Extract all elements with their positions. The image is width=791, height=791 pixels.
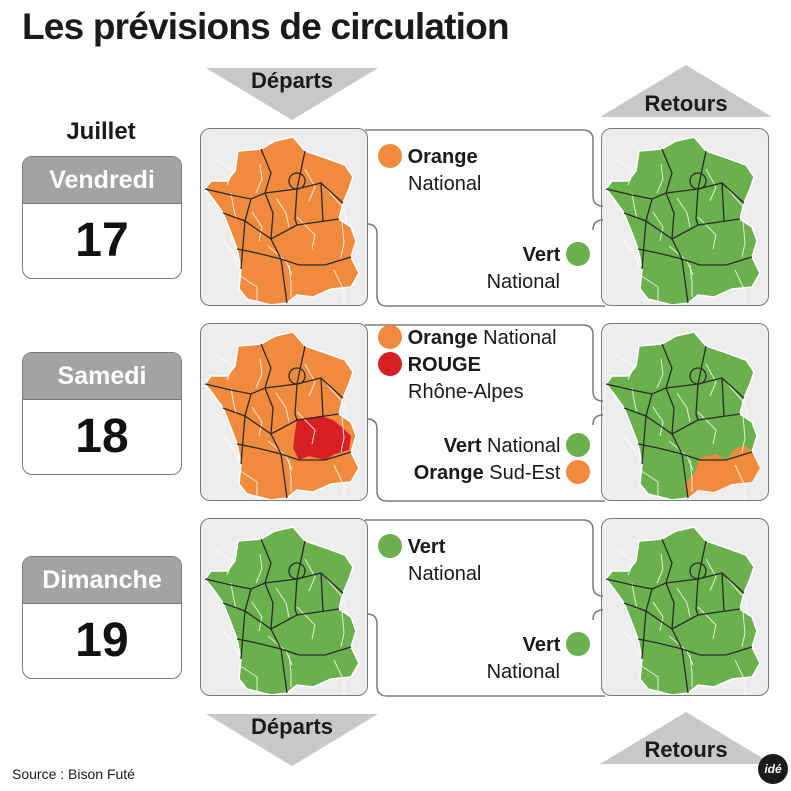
- retours-forecast: Vert National Orange Sud-Est: [414, 433, 590, 487]
- forecast-level: Vert: [522, 244, 561, 266]
- forecast-line: Vert: [487, 632, 590, 659]
- france-outline: [605, 526, 761, 695]
- paris-ring: [689, 367, 707, 385]
- vert-dot-icon: [566, 632, 590, 656]
- page-title: Les prévisions de circulation: [22, 6, 510, 47]
- retours-label-top: Retours: [644, 91, 728, 116]
- forecast-line: National: [378, 171, 481, 198]
- forecast-line: National: [487, 269, 590, 296]
- forecast-zone: National: [477, 327, 557, 349]
- forecast-line: Orange: [378, 144, 481, 171]
- forecast-line: Orange Sud-Est: [414, 460, 590, 487]
- sud-est-region: [684, 446, 760, 498]
- departs-arrow-bottom-icon: [206, 714, 378, 766]
- france-outline: [204, 526, 360, 695]
- rhone-alpes-region: [293, 416, 351, 460]
- forecast-level: Vert: [407, 536, 446, 558]
- forecast-zone: Rhône-Alpes: [408, 381, 524, 403]
- retours-forecast: Vert National: [487, 242, 590, 296]
- panel-connector: [365, 519, 605, 697]
- forecast-zone: Sud-Est: [483, 462, 561, 484]
- panel-connector: [365, 324, 605, 502]
- forecast-level: Orange: [413, 462, 484, 484]
- forecast-level: Vert: [443, 435, 482, 457]
- departs-forecast: Orange National: [378, 144, 481, 198]
- forecast-level: Orange: [407, 327, 478, 349]
- paris-ring: [288, 562, 306, 580]
- day-card: Dimanche 19: [22, 556, 182, 679]
- day-card: Vendredi 17: [22, 156, 182, 279]
- paris-ring: [288, 367, 306, 385]
- forecast-zone: National: [481, 435, 561, 457]
- source-note: Source : Bison Futé: [12, 766, 135, 782]
- forecast-level: Vert: [522, 634, 561, 656]
- france-outline: [605, 136, 761, 305]
- departs-arrow-top-icon: [206, 68, 378, 120]
- paris-ring: [288, 172, 306, 190]
- forecast-zone: National: [408, 563, 482, 585]
- orange-dot-icon: [566, 460, 590, 484]
- retours-map: [601, 323, 769, 501]
- day-name: Samedi: [23, 353, 181, 400]
- retours-arrow-bottom-icon: [600, 712, 772, 764]
- paris-ring: [689, 172, 707, 190]
- departs-map: [200, 128, 368, 306]
- retours-map: [601, 518, 769, 696]
- departs-map: [200, 518, 368, 696]
- france-outline: [204, 136, 360, 305]
- day-number: 17: [75, 214, 129, 267]
- vert-dot-icon: [566, 242, 590, 266]
- vert-dot-icon: [566, 433, 590, 457]
- paris-ring: [689, 562, 707, 580]
- forecast-line: Orange National: [378, 325, 557, 352]
- forecast-level: Orange: [407, 146, 478, 168]
- departs-forecast: Orange National ROUGE Rhône-Alpes: [378, 325, 557, 406]
- forecast-line: National: [487, 659, 590, 686]
- day-name: Dimanche: [23, 557, 181, 604]
- retours-label-bottom: Retours: [644, 737, 728, 762]
- ide-logo: idé: [758, 754, 788, 784]
- panel-connector: [365, 129, 605, 307]
- france-outline: [204, 331, 360, 500]
- month-label: Juillet: [66, 118, 136, 145]
- orange-dot-icon: [378, 144, 402, 168]
- retours-map: [601, 128, 769, 306]
- forecast-line: Vert: [487, 242, 590, 269]
- forecast-zone: National: [486, 661, 560, 683]
- day-number: 19: [75, 614, 129, 667]
- day-number: 18: [75, 410, 129, 463]
- day-card: Samedi 18: [22, 352, 182, 475]
- forecast-line: ROUGE: [378, 352, 557, 379]
- forecast-level: ROUGE: [407, 354, 481, 376]
- forecast-line: Vert National: [414, 433, 590, 460]
- forecast-zone: National: [408, 173, 482, 195]
- retours-arrow-top-icon: [600, 65, 772, 117]
- forecast-line: National: [378, 561, 481, 588]
- forecast-line: Rhône-Alpes: [378, 379, 557, 406]
- departs-map: [200, 323, 368, 501]
- departs-forecast: Vert National: [378, 534, 481, 588]
- orange-dot-icon: [378, 325, 402, 349]
- forecast-line: Vert: [378, 534, 481, 561]
- day-name: Vendredi: [23, 157, 181, 204]
- departs-label-bottom: Départs: [251, 714, 333, 739]
- departs-label-top: Départs: [251, 68, 333, 93]
- vert-dot-icon: [378, 534, 402, 558]
- rouge-dot-icon: [378, 352, 402, 376]
- retours-forecast: Vert National: [487, 632, 590, 686]
- forecast-zone: National: [486, 271, 560, 293]
